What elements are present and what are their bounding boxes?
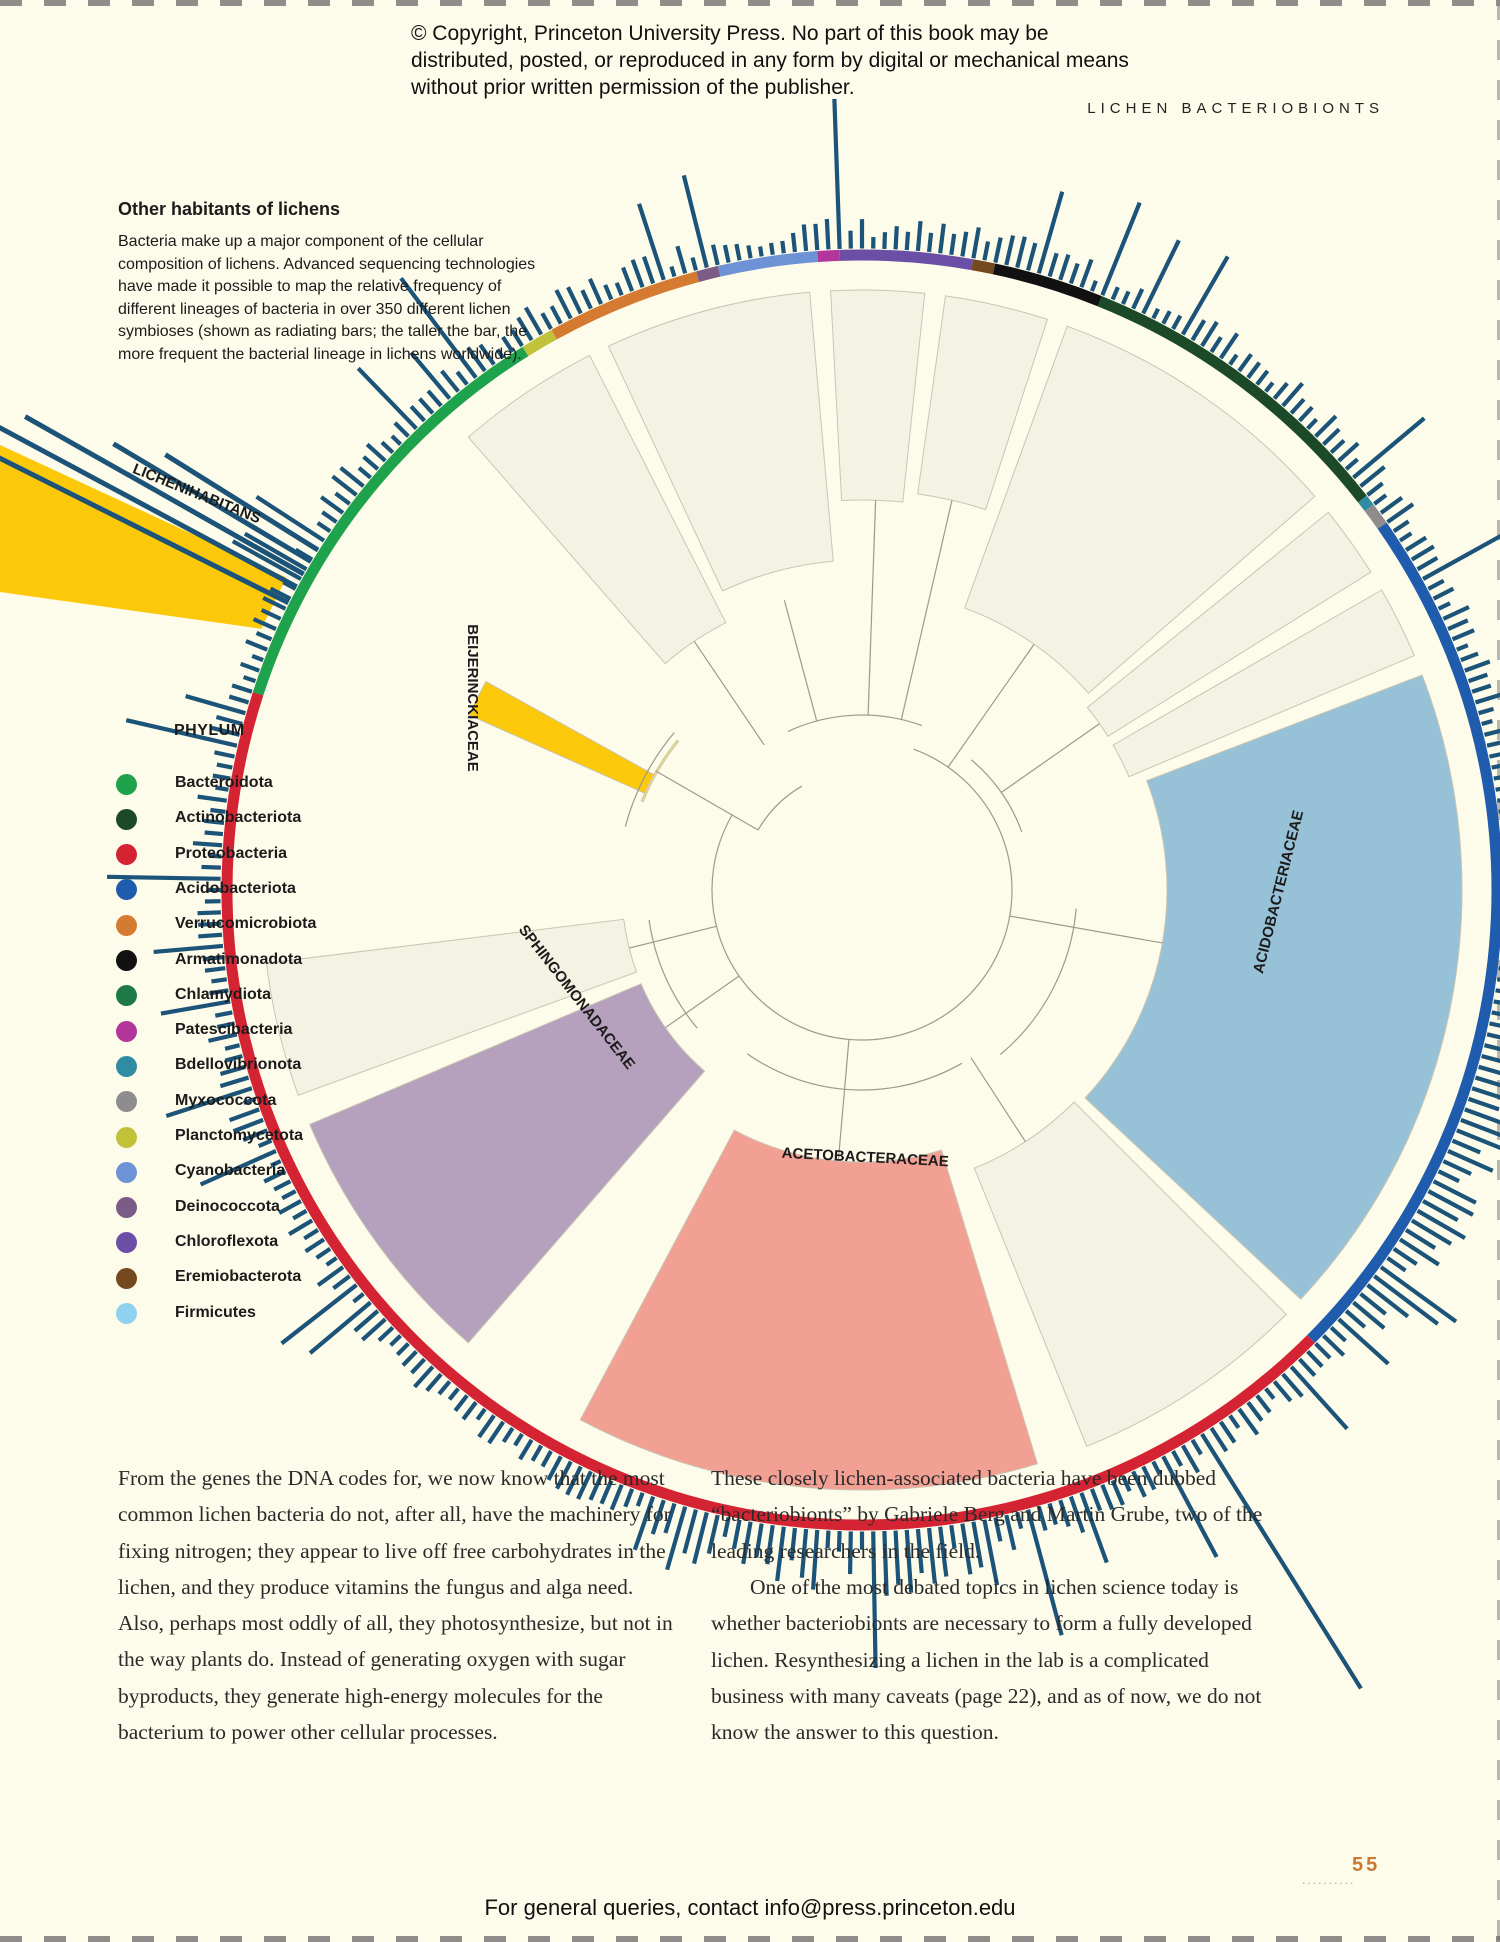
frequency-bars <box>0 98 1500 1690</box>
legend-item: Cyanobacteria <box>116 1160 285 1184</box>
right-dashed-border <box>1497 0 1500 1942</box>
legend-label: Cyanobacteria <box>175 1162 286 1180</box>
legend-dot-icon <box>116 808 137 830</box>
ring-segment <box>551 271 700 340</box>
clade-wedge <box>973 1101 1287 1447</box>
legend-dot-icon <box>116 1267 137 1289</box>
legend-item: Firmicutes <box>116 1302 256 1326</box>
legend-label: Proteobacteria <box>175 844 288 862</box>
legend-item: Deinococcota <box>116 1196 280 1220</box>
lichenihabitans-bar-set <box>0 414 320 605</box>
ring-segment <box>717 251 819 277</box>
bottom-dashed-border <box>0 1936 1500 1942</box>
ring-segment <box>992 263 1102 307</box>
legend-dot-icon <box>116 1091 137 1113</box>
legend-label: Deinococcota <box>175 1197 280 1215</box>
legend-item: Chloroflexota <box>116 1231 278 1255</box>
legend-label: Chloroflexota <box>175 1232 279 1250</box>
legend-dot-icon <box>116 879 137 901</box>
legend-dot-icon <box>116 1197 137 1219</box>
ring-segment <box>817 249 841 263</box>
legend-label: Patescibacteria <box>175 1021 293 1039</box>
beijerinckiaceae-label: BEIJERINCKIACEAE <box>464 624 481 772</box>
legend-item: Patescibacteria <box>116 1019 292 1043</box>
frequency-bar-set <box>107 98 1500 1690</box>
legend-dot-icon <box>116 950 137 971</box>
legend-label: Verrucomicrobiota <box>175 915 317 933</box>
legend-item: Eremiobacterota <box>116 1266 301 1290</box>
top-dashed-border <box>0 0 1500 6</box>
clade-wedges <box>265 289 1463 1491</box>
legend-dot-icon <box>116 914 137 936</box>
legend-item: Actinobacteriota <box>116 807 301 831</box>
running-head: LICHEN BACTERIOBIONTS <box>1087 100 1384 117</box>
ring-segment <box>839 249 974 271</box>
lichenihabitans-inner-wedge <box>468 680 655 794</box>
ring-segment <box>522 329 557 357</box>
clade-wedge <box>467 354 727 665</box>
clade-wedge <box>963 325 1316 694</box>
legend-dot-icon <box>116 773 137 795</box>
clade-wedge <box>1086 511 1372 738</box>
legend-item: Verrucomicrobiota <box>116 913 316 937</box>
legend-dot-icon <box>116 1126 137 1148</box>
legend-item: Bdellovibrionota <box>116 1054 301 1078</box>
legend-label: Eremiobacterota <box>175 1268 302 1286</box>
legend-label: Chlamydiota <box>175 985 272 1003</box>
clade-wedge <box>830 289 926 503</box>
clade-wedge <box>1112 589 1415 778</box>
legend-dot-icon <box>116 1055 137 1077</box>
legend-item: Bacteroidota <box>116 772 273 796</box>
legend-item: Chlamydiota <box>116 984 271 1008</box>
legend-dot-icon <box>116 1232 137 1254</box>
acidobacteriaceae-wedge <box>1084 674 1463 1300</box>
legend-label: Planctomycetota <box>175 1127 304 1144</box>
legend-item: Planctomycetota <box>116 1125 303 1149</box>
legend-label: Bdellovibrionota <box>175 1056 302 1074</box>
page-number-dots: .......... <box>1302 1873 1356 1887</box>
phylum-color-ring <box>221 249 1500 1531</box>
page-number: 55 <box>1352 1854 1381 1876</box>
clade-wedge <box>607 291 834 592</box>
body-paragraph-right-2: One of the most debated topics in lichen… <box>711 1575 1262 1745</box>
legend-item: Myxococcota <box>116 1090 276 1114</box>
sidebar-title: Other habitants of lichens <box>118 199 341 219</box>
tree-branch-lines <box>624 500 1163 1162</box>
legend-title: PHYLUM <box>174 722 245 739</box>
tree-branches <box>624 500 1163 1162</box>
legend-dot-icon <box>116 985 137 1007</box>
legend-item: Armatimonadota <box>116 949 302 973</box>
ring-segment <box>971 259 996 275</box>
acetobacteraceae-wedge <box>579 1129 1039 1491</box>
ring-segment <box>696 265 721 282</box>
legend-item: Acidobacteriota <box>116 878 296 902</box>
legend-label: Armatimonadota <box>175 950 303 968</box>
legend-dot-icon <box>116 1161 137 1183</box>
legend-label: Firmicutes <box>175 1303 256 1321</box>
legend-label: Myxococcota <box>175 1091 277 1109</box>
legend-label: Actinobacteriota <box>175 809 302 827</box>
legend-dot-icon <box>116 1020 137 1042</box>
ring-segment <box>1307 522 1500 1343</box>
lichenihabitans-wedge <box>0 445 287 629</box>
copyright-notice: © Copyright, Princeton University Press.… <box>411 22 1129 99</box>
ring-segment <box>1358 495 1374 512</box>
sphingomonadaceae-wedge <box>309 983 706 1344</box>
sidebar-body: Bacteria make up a major component of th… <box>118 233 536 363</box>
lichenihabitans-wedge <box>0 445 287 629</box>
ring-segment <box>1097 296 1367 503</box>
ring-segment <box>1364 504 1387 529</box>
legend-dot-icon <box>116 1303 137 1324</box>
clade-wedge <box>917 295 1049 511</box>
body-paragraph-left: From the genes the DNA codes for, we now… <box>118 1466 673 1745</box>
legend-label: Acidobacteriota <box>175 879 296 897</box>
legend-item: Proteobacteria <box>116 843 287 867</box>
body-paragraph-right-1: These closely lichen-associated bacteria… <box>711 1466 1263 1563</box>
clade-wedge <box>265 918 638 1096</box>
legend-label: Bacteroidota <box>175 774 273 791</box>
legend-dot-icon <box>116 844 137 866</box>
footer-contact: For general queries, contact info@press.… <box>484 1895 1016 1920</box>
